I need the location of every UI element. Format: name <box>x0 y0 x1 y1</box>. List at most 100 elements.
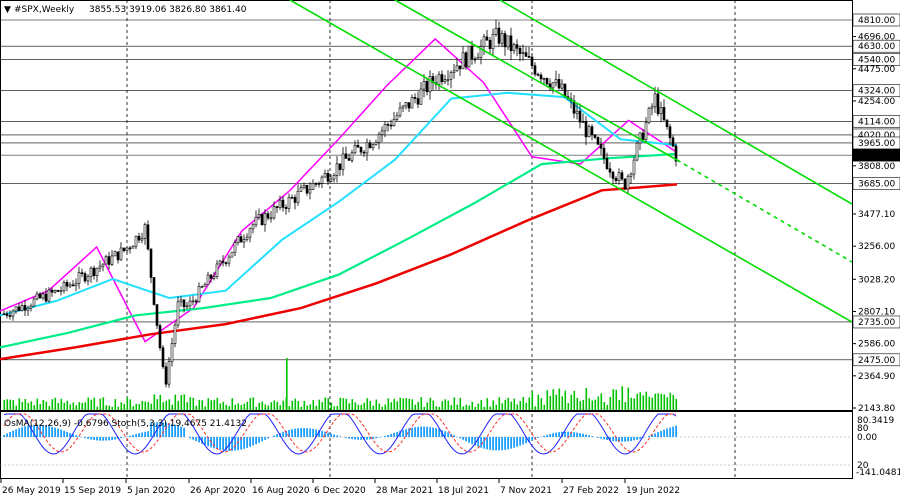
volume-bar <box>657 393 660 410</box>
candle-body <box>95 267 99 276</box>
osma-bar <box>552 433 554 437</box>
osma-bar <box>291 429 293 437</box>
volume-bar <box>78 402 81 410</box>
candle-body <box>149 248 153 278</box>
volume-bar <box>114 399 117 410</box>
candle-body <box>326 173 330 182</box>
osma-bar <box>372 437 374 439</box>
osma-bar <box>174 424 176 437</box>
candle-body <box>482 36 486 47</box>
candle-body <box>629 173 633 177</box>
x-tick-label: 19 Jun 2022 <box>626 486 680 496</box>
candle-body <box>635 142 639 161</box>
osma-bar <box>132 434 134 437</box>
osma-bar <box>246 437 248 448</box>
osma-bar <box>522 437 524 445</box>
volume-bar <box>177 400 180 410</box>
volume-bar <box>6 399 9 410</box>
osma-bar <box>366 437 368 440</box>
osma-bar <box>15 429 17 437</box>
candle-body <box>458 65 462 70</box>
osma-bar <box>180 426 182 437</box>
candle-body <box>662 107 666 121</box>
volume-bar <box>189 397 192 410</box>
osma-bar <box>435 428 437 437</box>
volume-bar <box>312 400 315 410</box>
candle-body <box>263 213 267 226</box>
volume-bar <box>477 403 480 410</box>
collapse-arrow-icon[interactable]: ▼ <box>4 5 11 15</box>
osma-bar <box>468 437 470 443</box>
volume-bar <box>444 399 447 410</box>
volume-bar <box>3 399 6 410</box>
channel-lower-line <box>289 0 852 323</box>
osma-bar <box>90 437 92 440</box>
volume-bar <box>513 398 516 410</box>
volume-bar <box>66 400 69 410</box>
candle-body <box>302 184 306 188</box>
candle-body <box>575 110 579 114</box>
volume-bar <box>216 397 219 410</box>
volume-bar <box>225 404 228 410</box>
candle-body <box>395 115 399 120</box>
volume-bar <box>45 401 48 410</box>
y-tick-label: 2586.00 <box>858 340 895 350</box>
candle-body <box>5 313 9 316</box>
candle-body <box>632 159 636 175</box>
candle-body <box>47 289 51 302</box>
candle-body <box>92 267 96 276</box>
candle-body <box>32 298 36 307</box>
candle-body <box>179 299 183 303</box>
osma-bar <box>390 433 392 437</box>
level-label-box <box>852 39 900 53</box>
candle-body <box>590 126 594 136</box>
osma-bar <box>423 426 425 437</box>
osma-bar <box>159 422 161 437</box>
candle-body <box>125 247 129 251</box>
candle-body <box>167 361 171 385</box>
candle-body <box>446 79 450 81</box>
candle-body <box>536 73 540 76</box>
candle-body <box>587 126 591 138</box>
osma-bar <box>30 425 32 437</box>
volume-bar <box>246 401 249 410</box>
ma-cyan-line <box>0 91 678 317</box>
candle-body <box>485 36 489 41</box>
candle-body <box>605 158 609 169</box>
volume-bar <box>342 398 345 410</box>
volume-bar <box>315 405 318 410</box>
osma-bar <box>612 437 614 442</box>
osma-bar <box>249 437 251 447</box>
volume-bar <box>309 404 312 410</box>
y-tick-label: 2807.10 <box>858 307 895 317</box>
stoch-main-line <box>3 413 677 455</box>
volume-bar <box>84 402 87 410</box>
volume-bar <box>660 393 663 410</box>
volume-bar <box>489 406 492 410</box>
volume-bar <box>531 390 534 410</box>
volume-bar <box>231 398 234 410</box>
candle-body <box>29 305 33 309</box>
channel-extension-line <box>676 159 852 263</box>
volume-bar <box>486 398 489 410</box>
osma-bar <box>207 437 209 447</box>
osma-bar <box>414 427 416 437</box>
candle-body <box>368 142 372 149</box>
candle-body <box>173 324 177 344</box>
candle-body <box>74 283 78 286</box>
osma-bar <box>252 437 254 446</box>
candle-body <box>518 48 522 54</box>
osma-bar <box>153 422 155 437</box>
volume-bar <box>51 399 54 410</box>
volume-bar <box>300 406 303 410</box>
candle-body <box>83 273 87 282</box>
osma-bar <box>357 437 359 440</box>
osma-bar <box>36 424 38 437</box>
candle-body <box>275 206 279 208</box>
volume-bar <box>399 397 402 410</box>
candle-body <box>668 126 672 139</box>
osma-bar <box>588 435 590 437</box>
candle-body <box>554 79 558 84</box>
osma-bar <box>297 428 299 437</box>
candle-body <box>236 236 240 244</box>
